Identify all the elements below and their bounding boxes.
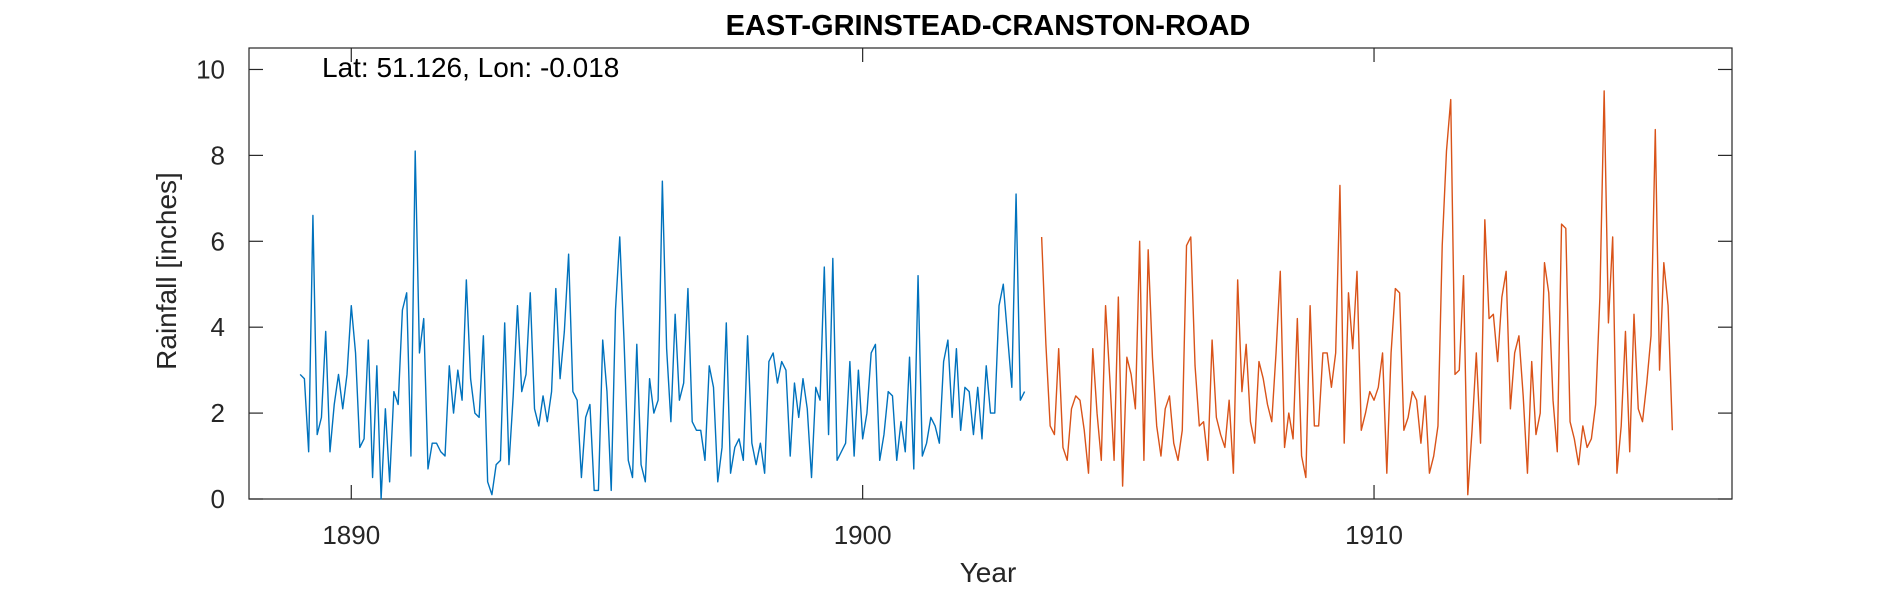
y-axis-label: Rainfall [inches] [151,172,182,370]
axes-layer: 1890 1900 1910 0 2 4 6 8 10 [196,48,1732,550]
x-tick-label: 1890 [322,520,380,550]
y-tick-label: 6 [211,226,225,256]
x-axis-label: Year [960,557,1017,588]
y-tick-label: 8 [211,140,225,170]
y-tick-label: 2 [211,398,225,428]
location-annotation: Lat: 51.126, Lon: -0.018 [322,52,619,83]
y-tick-label: 0 [211,484,225,514]
series-line-1 [299,150,1026,500]
series-layer [299,90,1674,500]
y-tick-label: 4 [211,312,225,342]
x-tick-label: 1900 [834,520,892,550]
x-tick-label: 1910 [1345,520,1403,550]
plot-frame [248,47,1733,500]
y-tick-label: 10 [196,54,225,84]
series-line-2 [1040,90,1674,496]
plot-area [248,47,1733,500]
chart-title: EAST-GRINSTEAD-CRANSTON-ROAD [726,10,1251,42]
